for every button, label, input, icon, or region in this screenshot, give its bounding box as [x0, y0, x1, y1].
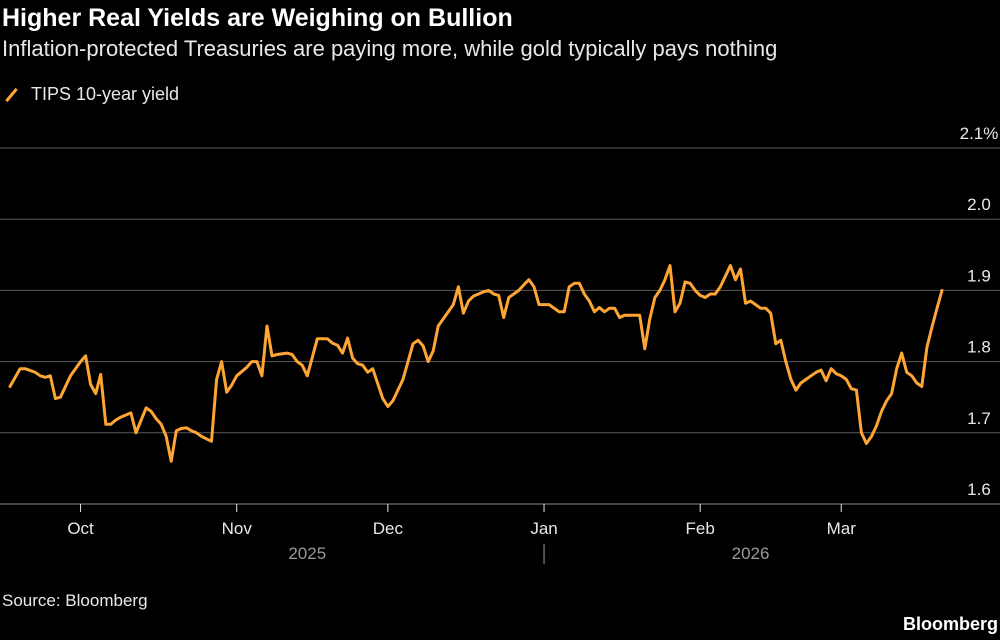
x-tick-label: Mar: [827, 519, 857, 538]
year-label: 2025: [288, 544, 326, 563]
y-tick-label: 2.1%: [960, 124, 999, 143]
series-layer: [8, 264, 944, 463]
legend: TIPS 10-year yield: [2, 84, 179, 105]
axis-layer: 2.1% 2.0 1.9 1.8 1.7 1.6 Oct Nov Dec Jan Feb Mar 202…: [67, 124, 998, 564]
legend-label: TIPS 10-year yield: [31, 84, 180, 104]
chart-subtitle: Inflation-protected Treasuries are payin…: [2, 36, 778, 61]
y-tick-label: 1.9: [967, 266, 991, 285]
y-tick-label: 1.7: [967, 409, 991, 428]
series-line-0: [8, 264, 944, 463]
y-tick-label: 2.0: [967, 195, 991, 214]
brand-logo-text: Bloomberg: [902, 614, 998, 634]
y-tick-label: 1.6: [967, 480, 991, 499]
chart-title: Higher Real Yields are Weighing on Bulli…: [2, 4, 513, 32]
y-tick-label: 1.8: [967, 338, 991, 357]
year-label: 2026: [732, 544, 770, 563]
x-tick-label: Oct: [67, 519, 94, 538]
x-tick-label: Nov: [222, 519, 253, 538]
source-note: Source: Bloomberg: [2, 591, 148, 610]
x-tick-label: Feb: [686, 519, 715, 538]
x-tick-label: Jan: [530, 519, 557, 538]
grid-layer: [0, 147, 1000, 505]
x-tick-label: Dec: [373, 519, 404, 538]
